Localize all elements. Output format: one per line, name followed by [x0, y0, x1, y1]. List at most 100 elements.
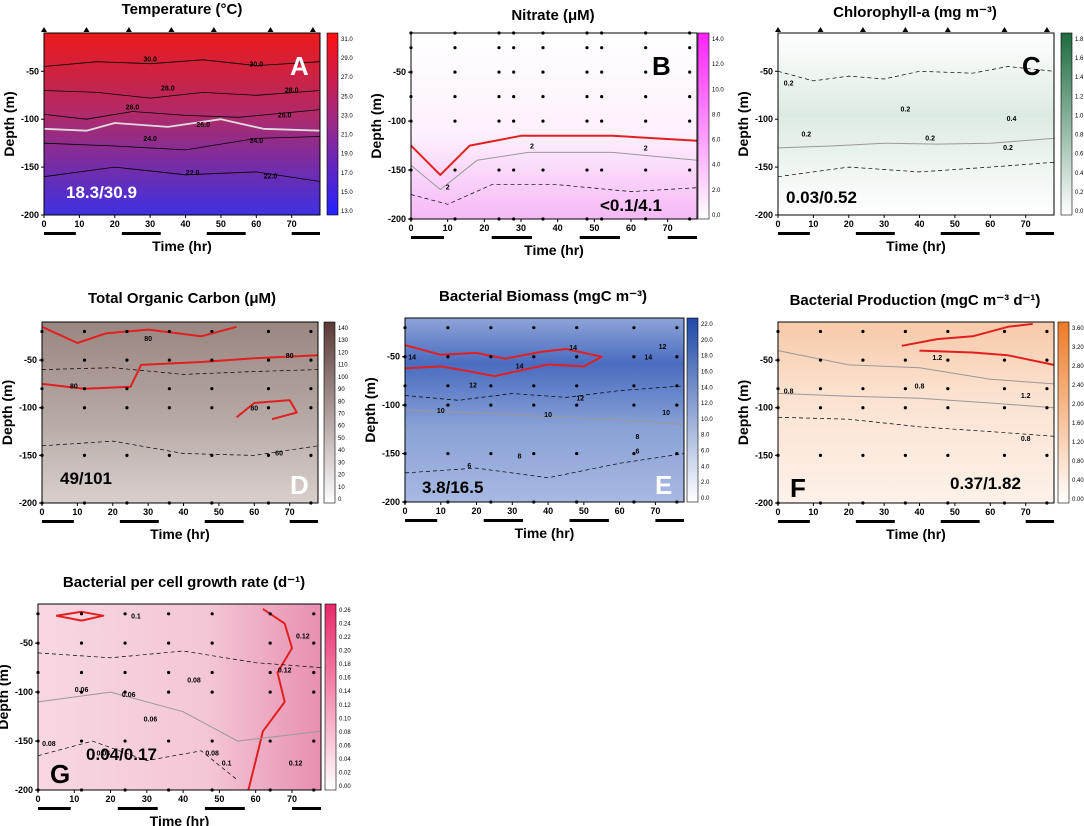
- contour-label: 28.0: [126, 105, 140, 112]
- sample-point: [644, 95, 648, 99]
- sample-point: [79, 670, 84, 675]
- sample-point: [210, 406, 214, 410]
- sample-point: [946, 406, 950, 410]
- sample-point: [210, 387, 214, 391]
- sample-point: [632, 326, 636, 330]
- y-tick-label: -150: [382, 449, 400, 459]
- x-tick-label: 40: [181, 219, 191, 229]
- contour-line: [404, 409, 685, 425]
- contour-label: 30.0: [143, 57, 157, 64]
- sample-point: [210, 612, 214, 616]
- sample-point: [644, 119, 648, 123]
- sample-point: [453, 70, 457, 74]
- sample-point: [167, 739, 171, 743]
- contour-label: 30.0: [249, 62, 263, 69]
- colorbar-tick-label: 21.0: [341, 133, 353, 139]
- contour-label: 0.8: [915, 384, 925, 391]
- sample-point: [575, 384, 579, 388]
- sample-point: [512, 46, 516, 50]
- colorbar-tick-label: 6.0: [701, 449, 710, 455]
- sample-point: [512, 168, 516, 172]
- x-tick-label: 0: [39, 507, 44, 517]
- sample-point: [600, 95, 604, 99]
- sample-point: [946, 358, 950, 362]
- sample-point: [585, 46, 589, 50]
- sample-point: [675, 403, 679, 407]
- x-tick-label: 30: [145, 219, 155, 229]
- panel-letter: F: [790, 473, 806, 503]
- contour-label: 0.2: [901, 107, 911, 114]
- sampling-marker: [125, 27, 132, 32]
- sample-point: [675, 326, 679, 330]
- x-tick-label: 20: [844, 507, 854, 517]
- panel-letter: C: [1022, 51, 1041, 81]
- contour-label: 26.0: [278, 112, 292, 119]
- contour-line: [404, 453, 685, 479]
- x-tick-label: 70: [287, 219, 297, 229]
- sample-point: [79, 690, 84, 694]
- sample-point: [575, 451, 579, 456]
- sample-point: [818, 406, 823, 410]
- sample-point: [82, 329, 87, 334]
- contour-label: 28.0: [285, 87, 299, 94]
- contour-label: 6: [467, 463, 471, 470]
- y-tick-label: -200: [388, 214, 406, 224]
- colorbar: [323, 321, 336, 504]
- contour-label: 0.08: [187, 677, 201, 684]
- x-tick-label: 50: [589, 223, 599, 233]
- x-tick-label: 60: [251, 219, 261, 229]
- contour-label: 1.2: [1021, 393, 1031, 400]
- x-axis-label: Time (hr): [886, 526, 946, 542]
- y-axis-label: Depth (m): [1, 91, 17, 156]
- sample-point: [903, 453, 907, 457]
- contour-line: [404, 344, 603, 378]
- sample-point: [575, 355, 579, 359]
- x-tick-label: 60: [249, 507, 259, 517]
- sample-point: [309, 453, 313, 457]
- plot-frame: [404, 317, 685, 503]
- sample-point: [946, 453, 950, 457]
- y-tick-label: -50: [24, 355, 37, 365]
- y-tick-label: -50: [26, 66, 39, 76]
- y-tick-label: -100: [15, 687, 33, 697]
- sample-point: [644, 70, 648, 74]
- x-tick-label: 60: [251, 794, 261, 804]
- contour-line: [37, 740, 238, 781]
- colorbar-tick-label: 50: [338, 436, 345, 442]
- sample-point: [268, 690, 272, 694]
- contour-label: 14: [644, 355, 652, 362]
- contour-line: [41, 367, 319, 375]
- plot-frame: [37, 603, 322, 791]
- contour-line: [43, 90, 321, 99]
- day-bar: [44, 232, 76, 235]
- x-axis-label: Time (hr): [150, 526, 210, 542]
- panel-title: Nitrate (μM): [511, 7, 594, 24]
- sample-point: [167, 670, 171, 675]
- x-tick-label: 20: [479, 223, 489, 233]
- x-tick-label: 30: [879, 507, 889, 517]
- x-tick-label: 60: [985, 507, 995, 517]
- day-bar: [42, 520, 74, 523]
- colorbar: [697, 32, 710, 220]
- colorbar-tick-label: 12.0: [712, 62, 724, 68]
- y-tick-label: -100: [19, 403, 37, 413]
- contour-label: 2: [530, 144, 534, 151]
- range-label: 3.8/16.5: [422, 478, 483, 497]
- contour-label: 14: [408, 355, 416, 362]
- colorbar-tick-label: 3.60: [1072, 326, 1084, 332]
- sample-point: [497, 46, 501, 50]
- sample-point: [675, 355, 679, 359]
- colorbar-tick-label: 1.8: [1075, 37, 1084, 43]
- colorbar-tick-label: 0.00: [1072, 497, 1084, 503]
- sample-point: [210, 739, 214, 743]
- sample-point: [541, 46, 545, 50]
- x-tick-label: 20: [844, 219, 854, 229]
- sample-point: [79, 641, 84, 645]
- sample-point: [1045, 329, 1049, 334]
- day-bar: [667, 236, 697, 239]
- colorbar-tick-label: 60: [338, 424, 345, 430]
- x-axis-label: Time (hr): [524, 242, 584, 258]
- colorbar-tick-label: 0.22: [339, 635, 351, 641]
- contour-line: [777, 392, 1055, 409]
- sample-point: [632, 384, 636, 388]
